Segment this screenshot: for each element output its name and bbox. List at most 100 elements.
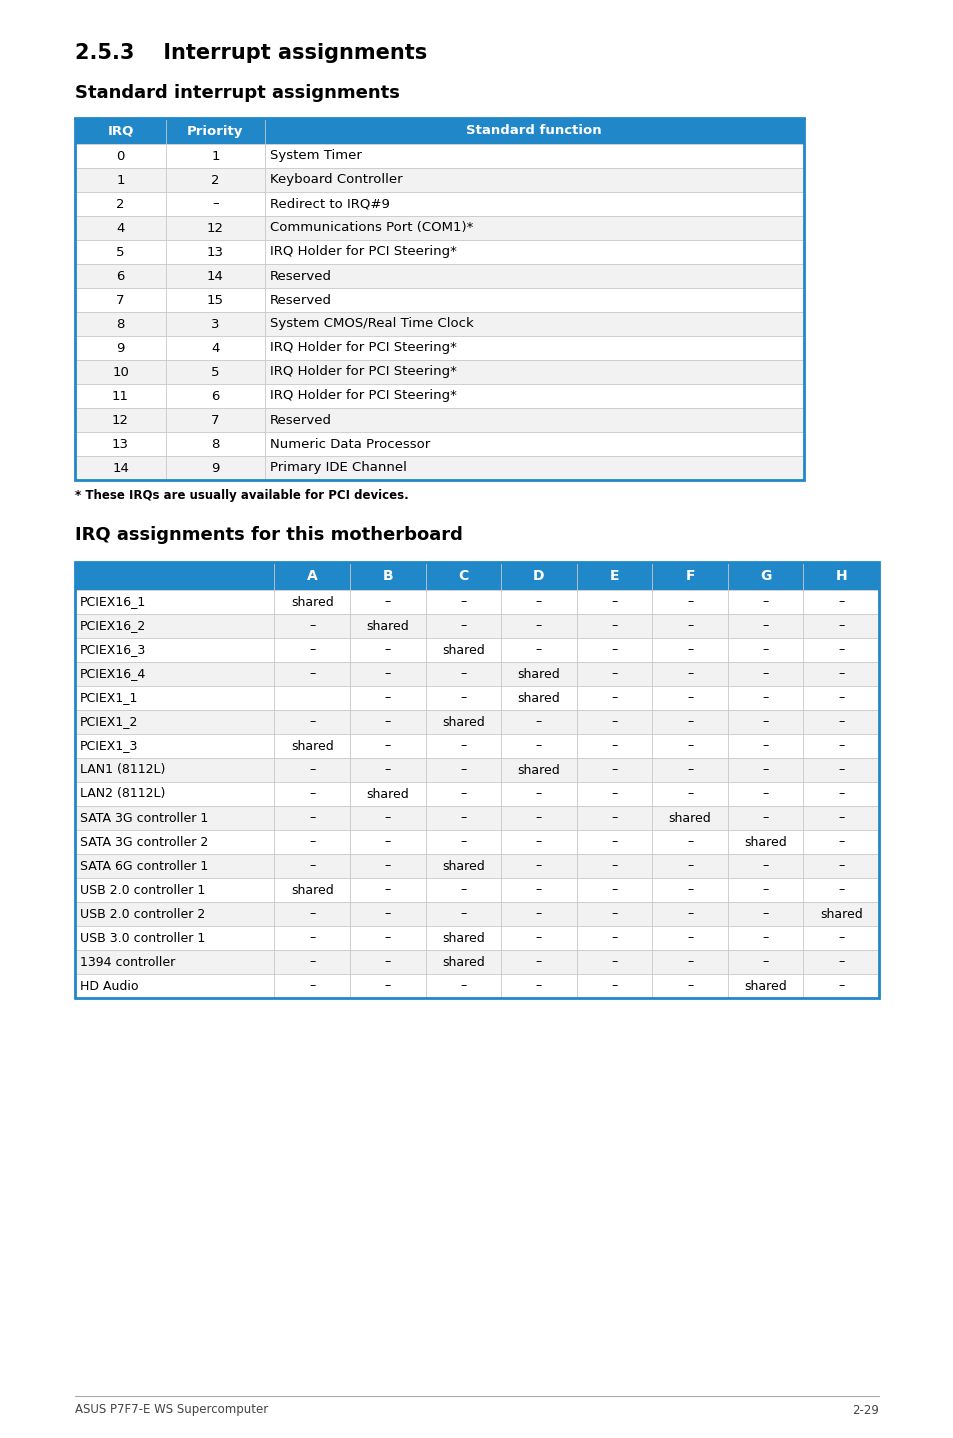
- Text: –: –: [686, 979, 693, 992]
- Text: –: –: [611, 955, 617, 969]
- Bar: [75, 360, 803, 384]
- Bar: [75, 926, 878, 951]
- Text: shared: shared: [517, 667, 559, 680]
- Text: –: –: [309, 667, 315, 680]
- Text: Standard function: Standard function: [466, 125, 601, 138]
- Text: –: –: [384, 883, 391, 896]
- Text: –: –: [611, 692, 617, 705]
- Text: 13: 13: [112, 437, 129, 450]
- Text: 7: 7: [116, 293, 125, 306]
- Text: –: –: [536, 883, 541, 896]
- Text: –: –: [761, 932, 768, 945]
- Text: 5: 5: [116, 246, 125, 259]
- Bar: [75, 807, 878, 830]
- Text: –: –: [761, 788, 768, 801]
- Text: PCIEX1_2: PCIEX1_2: [80, 716, 138, 729]
- Text: 2: 2: [211, 174, 219, 187]
- Text: –: –: [686, 716, 693, 729]
- Text: A: A: [307, 569, 317, 582]
- Text: –: –: [837, 955, 843, 969]
- Text: –: –: [761, 716, 768, 729]
- Text: –: –: [536, 811, 541, 824]
- Text: –: –: [384, 739, 391, 752]
- Bar: [75, 902, 878, 926]
- Text: F: F: [684, 569, 694, 582]
- Text: –: –: [536, 739, 541, 752]
- Text: IRQ assignments for this motherboard: IRQ assignments for this motherboard: [75, 526, 462, 544]
- Text: ASUS P7F7-E WS Supercomputer: ASUS P7F7-E WS Supercomputer: [75, 1403, 268, 1416]
- Text: shared: shared: [441, 932, 484, 945]
- Text: 9: 9: [116, 341, 125, 355]
- Bar: [75, 614, 878, 638]
- Text: –: –: [611, 811, 617, 824]
- Text: 2: 2: [116, 197, 125, 210]
- Text: 3: 3: [211, 318, 219, 331]
- Text: –: –: [837, 692, 843, 705]
- Text: –: –: [384, 595, 391, 608]
- Text: IRQ Holder for PCI Steering*: IRQ Holder for PCI Steering*: [270, 365, 456, 378]
- Text: Redirect to IRQ#9: Redirect to IRQ#9: [270, 197, 389, 210]
- Bar: [75, 168, 803, 193]
- Text: –: –: [611, 620, 617, 633]
- Text: USB 2.0 controller 1: USB 2.0 controller 1: [80, 883, 205, 896]
- Text: –: –: [309, 907, 315, 920]
- Text: –: –: [611, 643, 617, 657]
- Text: –: –: [611, 860, 617, 873]
- Bar: [75, 590, 878, 614]
- Text: Reserved: Reserved: [270, 414, 332, 427]
- Text: –: –: [611, 979, 617, 992]
- Text: –: –: [686, 739, 693, 752]
- Text: –: –: [309, 788, 315, 801]
- Text: –: –: [761, 643, 768, 657]
- Text: System Timer: System Timer: [270, 150, 361, 162]
- Text: shared: shared: [441, 643, 484, 657]
- Text: –: –: [761, 883, 768, 896]
- Text: –: –: [761, 739, 768, 752]
- Text: –: –: [459, 692, 466, 705]
- Text: PCIEX1_1: PCIEX1_1: [80, 692, 138, 705]
- Bar: [75, 879, 878, 902]
- Text: 15: 15: [207, 293, 224, 306]
- Text: –: –: [761, 692, 768, 705]
- Text: –: –: [686, 835, 693, 848]
- Text: –: –: [459, 764, 466, 777]
- Text: –: –: [611, 739, 617, 752]
- Text: –: –: [309, 955, 315, 969]
- Text: PCIEX16_2: PCIEX16_2: [80, 620, 146, 633]
- Text: –: –: [611, 907, 617, 920]
- Text: Primary IDE Channel: Primary IDE Channel: [270, 462, 406, 475]
- Bar: [75, 384, 803, 408]
- Text: –: –: [459, 907, 466, 920]
- Text: –: –: [309, 979, 315, 992]
- Text: IRQ Holder for PCI Steering*: IRQ Holder for PCI Steering*: [270, 246, 456, 259]
- Text: –: –: [309, 716, 315, 729]
- Text: –: –: [459, 788, 466, 801]
- Text: 6: 6: [211, 390, 219, 403]
- Text: –: –: [459, 667, 466, 680]
- Text: 5: 5: [211, 365, 219, 378]
- Text: –: –: [611, 667, 617, 680]
- Text: –: –: [384, 907, 391, 920]
- Text: Reserved: Reserved: [270, 269, 332, 282]
- Bar: [75, 974, 878, 998]
- Text: –: –: [761, 620, 768, 633]
- Text: shared: shared: [441, 860, 484, 873]
- Text: –: –: [309, 835, 315, 848]
- Text: –: –: [611, 764, 617, 777]
- Text: –: –: [536, 620, 541, 633]
- Bar: [75, 312, 803, 336]
- Text: E: E: [609, 569, 618, 582]
- Bar: [75, 758, 878, 782]
- Text: 12: 12: [207, 221, 224, 234]
- Text: shared: shared: [517, 692, 559, 705]
- Text: –: –: [459, 811, 466, 824]
- Text: –: –: [686, 667, 693, 680]
- Text: –: –: [536, 835, 541, 848]
- Text: –: –: [309, 811, 315, 824]
- Text: Priority: Priority: [187, 125, 243, 138]
- Text: 14: 14: [207, 269, 224, 282]
- Text: –: –: [761, 667, 768, 680]
- Bar: [75, 562, 878, 998]
- Text: –: –: [459, 883, 466, 896]
- Text: –: –: [384, 860, 391, 873]
